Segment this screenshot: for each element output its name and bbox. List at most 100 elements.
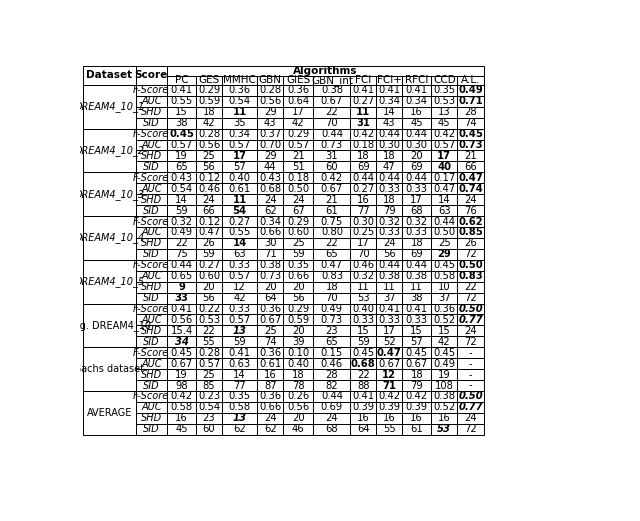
Text: 20: 20 [292, 282, 305, 292]
Bar [257, 315, 283, 326]
Bar [458, 172, 484, 183]
Bar [403, 205, 431, 216]
Bar [283, 85, 313, 96]
Bar [351, 413, 376, 424]
Bar [222, 337, 257, 348]
Text: 24: 24 [326, 413, 338, 424]
Text: 0.63: 0.63 [228, 358, 251, 369]
Bar [222, 249, 257, 260]
Bar [257, 413, 283, 424]
Text: MMHC: MMHC [223, 75, 256, 85]
Text: 25: 25 [438, 239, 451, 249]
Bar [257, 205, 283, 216]
Text: 0.41: 0.41 [352, 85, 374, 95]
Bar [431, 107, 458, 118]
Text: 16: 16 [438, 413, 451, 424]
Bar [257, 129, 283, 140]
Bar [313, 76, 351, 85]
Bar [351, 271, 376, 282]
Bar [283, 369, 313, 380]
Text: 0.44: 0.44 [433, 217, 455, 227]
Bar [136, 151, 167, 162]
Text: 11: 11 [232, 195, 247, 205]
Text: 38: 38 [410, 293, 423, 303]
Text: 87: 87 [264, 380, 276, 391]
Bar [257, 380, 283, 391]
Bar [458, 304, 484, 315]
Bar [196, 271, 222, 282]
Text: 53: 53 [357, 293, 369, 303]
Text: 0.50: 0.50 [458, 260, 483, 270]
Text: 24: 24 [264, 195, 276, 205]
Text: Algorithms: Algorithms [293, 66, 358, 76]
Text: 0.42: 0.42 [378, 391, 400, 402]
Text: 19: 19 [175, 369, 188, 380]
Text: 0.55: 0.55 [170, 96, 193, 106]
Text: 0.44: 0.44 [406, 173, 428, 183]
Bar [283, 391, 313, 402]
Bar [167, 413, 196, 424]
Bar [431, 183, 458, 194]
Text: GBN_int: GBN_int [311, 75, 353, 85]
Bar [196, 172, 222, 183]
Bar [313, 402, 351, 413]
Text: 0.42: 0.42 [321, 173, 343, 183]
Bar [196, 96, 222, 107]
Text: 59: 59 [233, 337, 246, 347]
Text: AUC: AUC [141, 358, 161, 369]
Bar [283, 358, 313, 369]
Bar [196, 348, 222, 358]
Text: 55: 55 [383, 424, 396, 435]
Bar [196, 151, 222, 162]
Text: 0.45: 0.45 [458, 129, 483, 139]
Text: 13: 13 [233, 413, 246, 424]
Bar [196, 282, 222, 293]
Bar [136, 194, 167, 205]
Bar [257, 76, 283, 85]
Text: 0.45: 0.45 [169, 129, 194, 139]
Bar [136, 216, 167, 227]
Text: SID: SID [143, 250, 159, 259]
Text: -: - [468, 369, 472, 380]
Text: 0.56: 0.56 [170, 315, 193, 325]
Bar [431, 413, 458, 424]
Text: 0.67: 0.67 [378, 358, 401, 369]
Text: 18: 18 [383, 151, 396, 161]
Bar [196, 238, 222, 249]
Text: 0.47: 0.47 [198, 228, 220, 238]
Bar [376, 348, 403, 358]
Text: Dataset: Dataset [86, 70, 132, 80]
Bar [313, 358, 351, 369]
Text: 65: 65 [326, 250, 339, 259]
Bar [351, 172, 376, 183]
Bar [136, 227, 167, 238]
Bar [403, 96, 431, 107]
Bar [222, 76, 257, 85]
Text: 18: 18 [410, 369, 423, 380]
Bar [351, 85, 376, 96]
Text: 0.83: 0.83 [321, 271, 343, 281]
Text: 0.83: 0.83 [458, 271, 483, 281]
Text: 0.60: 0.60 [287, 228, 309, 238]
Bar [196, 358, 222, 369]
Text: 0.25: 0.25 [352, 228, 374, 238]
Bar [136, 304, 167, 315]
Bar [313, 162, 351, 172]
Bar [283, 315, 313, 326]
Text: 26: 26 [464, 239, 477, 249]
Bar [376, 85, 403, 96]
Bar [431, 227, 458, 238]
Bar [283, 293, 313, 304]
Text: 0.61: 0.61 [259, 358, 282, 369]
Bar [222, 205, 257, 216]
Bar [403, 249, 431, 260]
Text: SHD: SHD [141, 326, 162, 336]
Text: 0.57: 0.57 [228, 271, 251, 281]
Text: SHD: SHD [141, 369, 162, 380]
Text: 0.40: 0.40 [287, 358, 309, 369]
Bar [136, 282, 167, 293]
Text: SID: SID [143, 162, 159, 172]
Text: 0.44: 0.44 [321, 391, 343, 402]
Bar [458, 326, 484, 337]
Bar [283, 129, 313, 140]
